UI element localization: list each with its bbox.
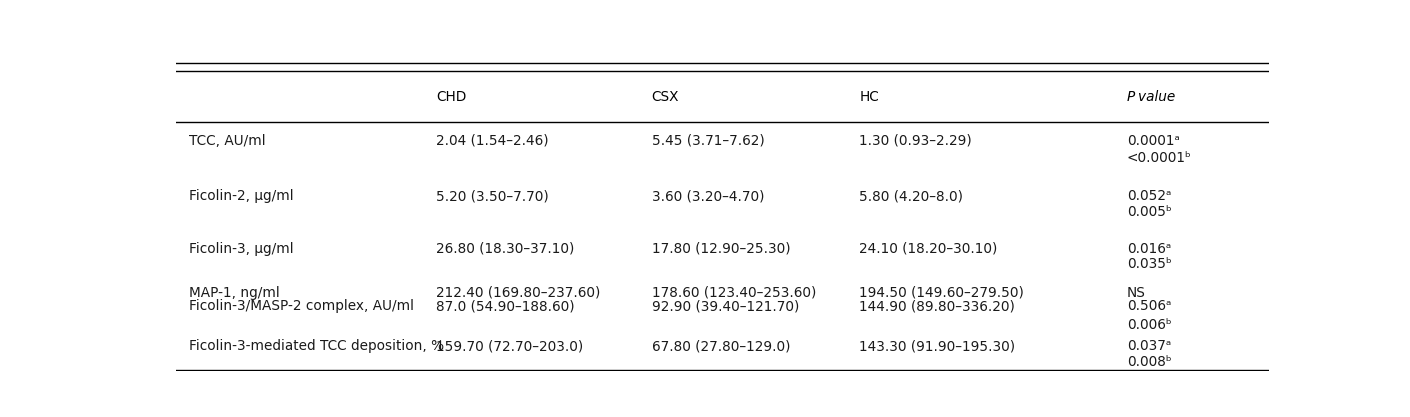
Text: Ficolin-3-mediated TCC deposition, %: Ficolin-3-mediated TCC deposition, % [189, 339, 444, 354]
Text: 159.70 (72.70–203.0): 159.70 (72.70–203.0) [436, 339, 584, 354]
Text: 5.45 (3.71–7.62): 5.45 (3.71–7.62) [651, 134, 764, 148]
Text: 3.60 (3.20–4.70): 3.60 (3.20–4.70) [651, 189, 764, 203]
Text: 144.90 (89.80–336.20): 144.90 (89.80–336.20) [859, 299, 1015, 314]
Text: 2.04 (1.54–2.46): 2.04 (1.54–2.46) [436, 134, 548, 148]
Text: 1.30 (0.93–2.29): 1.30 (0.93–2.29) [859, 134, 971, 148]
Text: 26.80 (18.30–37.10): 26.80 (18.30–37.10) [436, 242, 575, 256]
Text: Ficolin-3, μg/ml: Ficolin-3, μg/ml [189, 242, 295, 256]
Text: CSX: CSX [651, 90, 680, 103]
Text: TCC, AU/ml: TCC, AU/ml [189, 134, 266, 148]
Text: <0.0001ᵇ: <0.0001ᵇ [1127, 151, 1191, 165]
Text: 0.052ᵃ: 0.052ᵃ [1127, 189, 1172, 203]
Text: 0.005ᵇ: 0.005ᵇ [1127, 205, 1172, 219]
Text: 5.20 (3.50–7.70): 5.20 (3.50–7.70) [436, 189, 548, 203]
Text: 24.10 (18.20–30.10): 24.10 (18.20–30.10) [859, 242, 998, 256]
Text: 87.0 (54.90–188.60): 87.0 (54.90–188.60) [436, 299, 575, 314]
Text: 194.50 (149.60–279.50): 194.50 (149.60–279.50) [859, 286, 1024, 299]
Text: 0.0001ᵃ: 0.0001ᵃ [1127, 134, 1180, 148]
Text: 0.037ᵃ: 0.037ᵃ [1127, 339, 1172, 354]
Text: 178.60 (123.40–253.60): 178.60 (123.40–253.60) [651, 286, 816, 299]
Text: 92.90 (39.40–121.70): 92.90 (39.40–121.70) [651, 299, 799, 314]
Text: MAP-1, ng/ml: MAP-1, ng/ml [189, 286, 281, 299]
Text: 17.80 (12.90–25.30): 17.80 (12.90–25.30) [651, 242, 790, 256]
Text: P value: P value [1127, 90, 1175, 103]
Text: 143.30 (91.90–195.30): 143.30 (91.90–195.30) [859, 339, 1015, 354]
Text: HC: HC [859, 90, 878, 103]
Text: 0.008ᵇ: 0.008ᵇ [1127, 355, 1172, 369]
Text: CHD: CHD [436, 90, 467, 103]
Text: Ficolin-3/MASP-2 complex, AU/ml: Ficolin-3/MASP-2 complex, AU/ml [189, 299, 415, 314]
Text: Ficolin-2, μg/ml: Ficolin-2, μg/ml [189, 189, 295, 203]
Text: 5.80 (4.20–8.0): 5.80 (4.20–8.0) [859, 189, 963, 203]
Text: 0.016ᵃ: 0.016ᵃ [1127, 242, 1172, 256]
Text: 67.80 (27.80–129.0): 67.80 (27.80–129.0) [651, 339, 790, 354]
Text: 0.006ᵇ: 0.006ᵇ [1127, 318, 1172, 332]
Text: 0.506ᵃ: 0.506ᵃ [1127, 299, 1172, 314]
Text: 0.035ᵇ: 0.035ᵇ [1127, 257, 1172, 271]
Text: 212.40 (169.80–237.60): 212.40 (169.80–237.60) [436, 286, 601, 299]
Text: NS: NS [1127, 286, 1146, 299]
